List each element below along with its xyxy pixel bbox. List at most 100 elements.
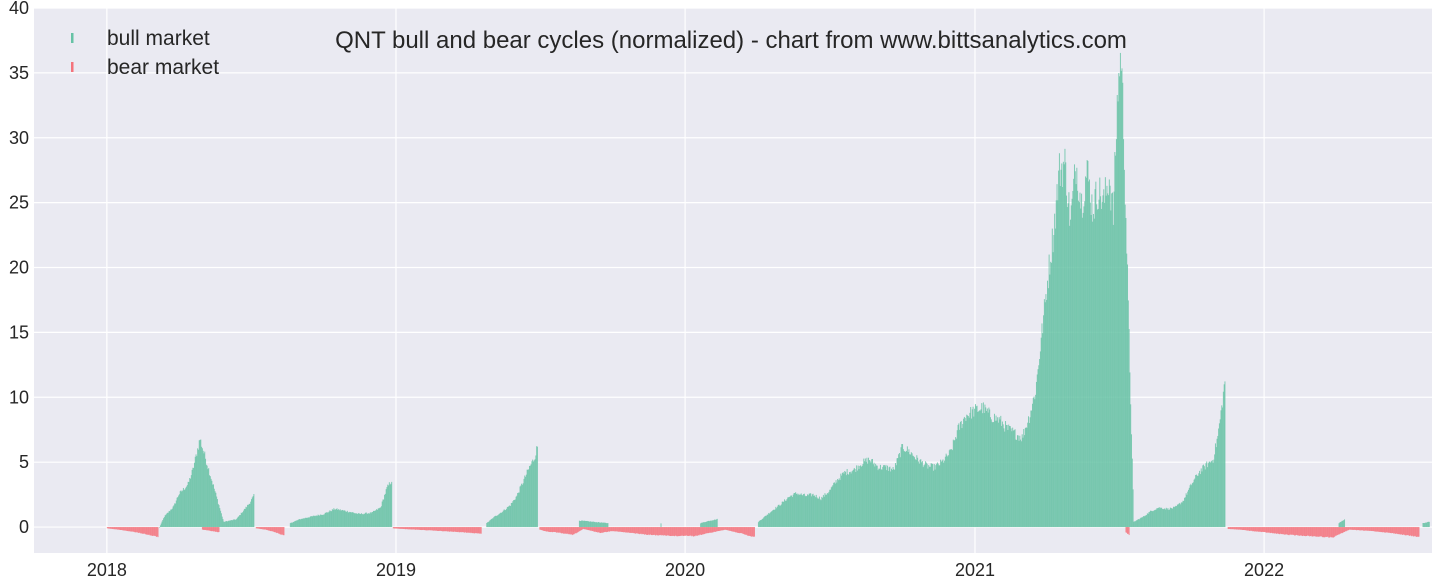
bear-market-bar xyxy=(589,527,591,531)
bull-market-bar xyxy=(220,513,222,528)
bull-market-bar xyxy=(1093,218,1095,528)
bull-market-bar xyxy=(776,506,778,528)
bull-market-bar xyxy=(598,522,600,528)
bull-market-bar xyxy=(889,466,891,528)
bull-market-bar xyxy=(772,510,774,528)
bull-market-bar xyxy=(1043,315,1045,528)
bear-market-bar xyxy=(606,527,608,532)
bear-market-bar xyxy=(137,527,139,533)
bear-market-bar xyxy=(668,527,670,536)
bull-market-bar xyxy=(1054,213,1056,528)
bear-market-bar xyxy=(139,527,141,533)
bull-market-bar xyxy=(963,416,965,528)
bear-market-bar xyxy=(1269,527,1271,534)
bear-market-bar xyxy=(258,527,260,529)
bull-market-bar xyxy=(601,522,603,528)
bear-market-bar xyxy=(1403,527,1405,535)
bear-market-bar xyxy=(214,527,216,532)
bull-market-bar xyxy=(496,515,498,528)
bear-market-bar xyxy=(1251,527,1253,531)
bull-market-bar xyxy=(1220,410,1222,528)
bull-market-bar xyxy=(861,465,863,528)
bull-market-bar xyxy=(590,521,591,528)
bull-market-bar xyxy=(953,440,955,528)
bear-market-bar xyxy=(1350,527,1352,530)
bear-market-bar xyxy=(1340,527,1342,534)
bull-market-bar xyxy=(491,518,493,528)
bear-market-bar xyxy=(729,527,731,531)
bull-market-bar xyxy=(1166,509,1168,528)
bear-market-bar xyxy=(1272,527,1274,534)
bull-market-bar xyxy=(1176,506,1178,528)
bull-market-bar xyxy=(925,462,927,528)
bull-market-bar xyxy=(196,456,198,528)
bull-market-bar xyxy=(774,509,776,528)
bear-market-bar xyxy=(634,527,636,534)
bull-market-bar xyxy=(952,439,954,528)
bull-market-bar xyxy=(1110,210,1112,528)
bear-market-bar xyxy=(1355,527,1357,530)
bull-market-bar xyxy=(1150,510,1151,528)
bear-market-bar xyxy=(443,527,445,532)
bull-market-bar xyxy=(186,486,188,528)
bear-market-bar xyxy=(1282,527,1284,535)
bear-market-bar xyxy=(551,527,553,532)
bear-market-bar xyxy=(213,527,215,532)
bull-market-bar xyxy=(868,460,870,528)
bear-market-bar xyxy=(465,527,467,533)
bull-market-bar xyxy=(1426,522,1428,528)
bull-market-bar xyxy=(848,474,850,528)
y-gridlines xyxy=(34,7,1432,528)
bear-market-bar xyxy=(613,527,614,532)
bear-market-bar xyxy=(1396,527,1398,534)
bull-market-bar xyxy=(221,516,223,528)
bull-market-bar xyxy=(961,428,963,528)
bear-market-bar xyxy=(464,527,466,533)
bear-market-bar xyxy=(468,527,469,533)
bear-market-bar xyxy=(1330,527,1332,538)
bear-market-bar xyxy=(1283,527,1285,535)
bull-market-bar xyxy=(1113,191,1115,528)
bear-market-bar xyxy=(726,527,728,531)
bull-market-bar xyxy=(932,464,934,528)
bear-market-bar xyxy=(711,527,713,533)
bull-market-bar xyxy=(1344,519,1346,528)
bear-market-bar xyxy=(1310,527,1311,537)
bull-market-bar xyxy=(373,510,375,528)
bear-market-bar xyxy=(1303,527,1305,536)
bull-market-bar xyxy=(290,522,292,528)
bear-market-bar xyxy=(1394,527,1396,534)
bull-market-bar xyxy=(1095,181,1097,528)
bear-market-bar xyxy=(208,527,210,531)
bull-market-bar xyxy=(1211,460,1213,528)
bear-market-bar xyxy=(653,527,655,535)
bear-market-bar xyxy=(1370,527,1372,531)
bull-market-bar xyxy=(1158,507,1160,528)
bear-market-bar xyxy=(468,527,470,533)
bear-market-bar xyxy=(1393,527,1395,534)
bear-market-bar xyxy=(454,527,456,532)
bull-market-bar xyxy=(917,461,919,528)
bear-market-bar xyxy=(1279,527,1281,534)
bull-market-bar xyxy=(232,520,233,528)
x-axis-tick-labels: 2018 2019 2020 2021 2022 xyxy=(87,560,1284,580)
bull-market-bar xyxy=(811,496,812,528)
bear-market-bar xyxy=(1287,527,1289,536)
bull-market-bar xyxy=(369,513,370,528)
bear-market-bar xyxy=(266,527,268,530)
bull-market-bar xyxy=(1115,139,1117,528)
bull-market-bar xyxy=(359,513,361,528)
bear-market-bar xyxy=(216,527,218,532)
bull-market-bar xyxy=(345,511,347,528)
bull-market-bar xyxy=(706,521,708,528)
bear-market-bar xyxy=(676,527,678,537)
bull-market-bar xyxy=(795,493,797,528)
bull-market-bar xyxy=(164,515,166,528)
bull-market-bar xyxy=(923,465,925,528)
bear-market-bar xyxy=(658,527,660,536)
bull-market-bar xyxy=(883,464,885,528)
bull-market-bar xyxy=(767,514,769,528)
bear-market-bar xyxy=(107,527,109,529)
bear-market-bar xyxy=(1254,527,1256,532)
bear-market-bar xyxy=(1354,527,1356,530)
